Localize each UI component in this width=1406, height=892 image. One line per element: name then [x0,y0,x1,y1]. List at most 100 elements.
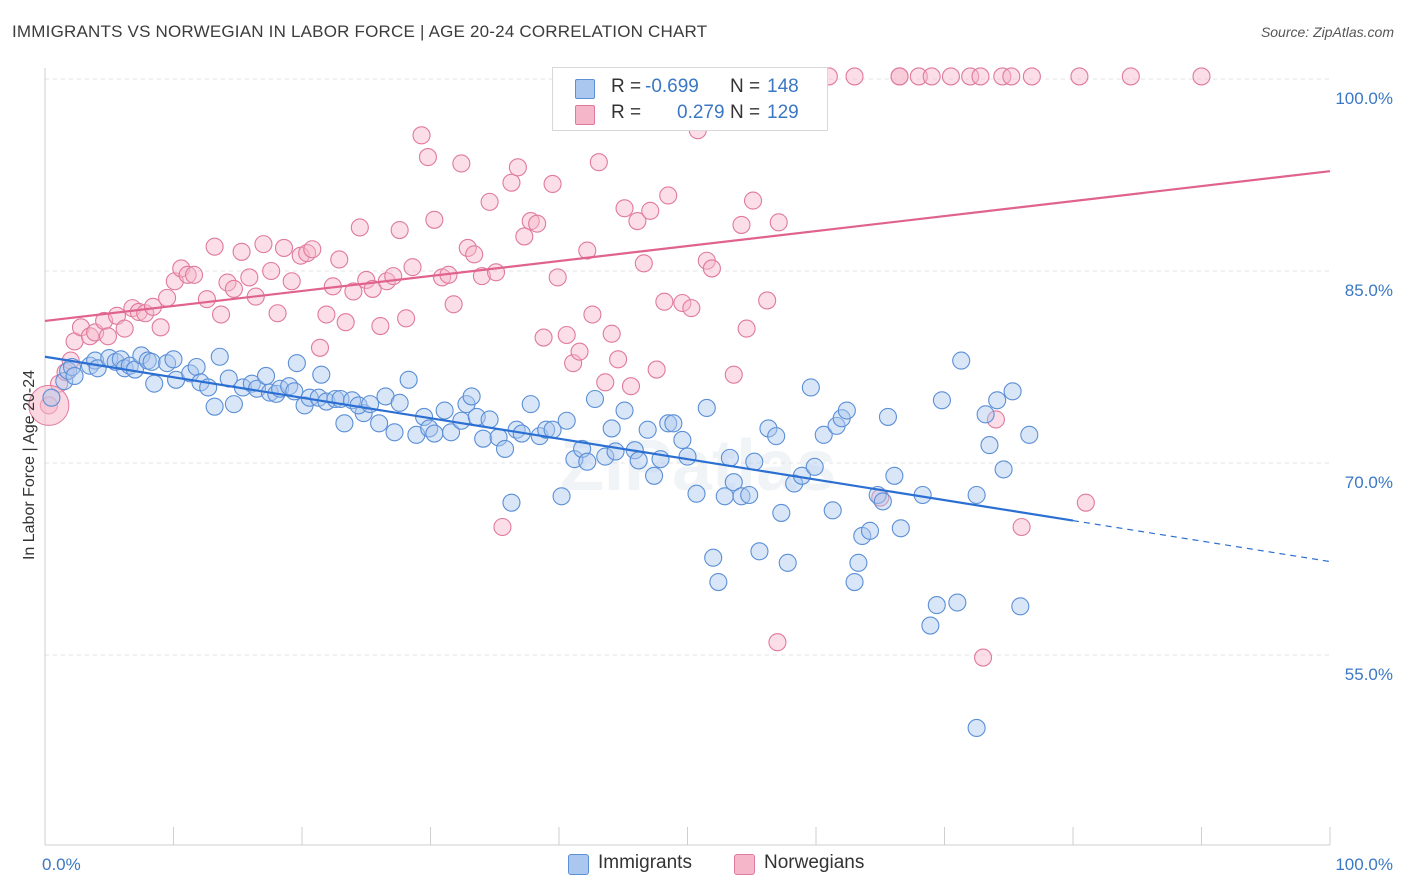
immigrants-point [187,357,206,377]
immigrants-point [732,487,751,506]
y-tick-label: 85.0% [1345,281,1393,300]
immigrants-point [335,414,354,433]
x-tick-labels: 0.0% 100.0% [42,855,1393,874]
immigrants-point [42,388,61,407]
norwegians-point [418,148,437,167]
immigrants-point [948,593,967,612]
immigrants-point [849,553,868,572]
legend-n-value: 148 [767,76,799,97]
legend-n-label: N = [730,102,761,123]
immigrants-point [921,616,940,635]
immigrants-point [1003,382,1022,401]
legend-label-norwegians: Norwegians [764,852,865,873]
norwegians-point [317,305,336,324]
immigrants-point [967,485,986,505]
norwegians-point [758,291,777,310]
chart-title: IMMIGRANTS VS NORWEGIAN IN LABOR FORCE |… [12,22,708,41]
immigrants-point [210,347,229,366]
norwegians-point [1012,517,1031,537]
immigrants-point [687,484,706,503]
norwegians-point [534,328,553,347]
immigrants-point [242,374,261,393]
immigrants-point [385,423,404,442]
immigrants-point [772,503,791,522]
norwegians-point [768,633,787,652]
immigrants-point [932,391,951,410]
norwegians-point [528,214,547,233]
norwegians-point [659,186,678,205]
immigrants-point [645,466,664,485]
y-tick-label: 70.0% [1345,473,1393,492]
immigrants-point [578,452,597,471]
norwegians-point [564,354,583,373]
immigrants-point [814,425,833,444]
legend-label-immigrants: Immigrants [598,852,692,873]
norwegians-point [508,158,527,177]
norwegians-point [548,268,567,287]
y-tick-label: 55.0% [1345,665,1393,684]
immigrants-point [390,393,409,412]
norwegians-point [589,153,608,172]
immigrants-point [474,429,493,448]
immigrants-point [745,452,764,471]
norwegians-point [961,67,980,86]
legend-r-label: R = [611,102,642,123]
immigrants-point [1020,425,1039,444]
norwegians-point [655,292,674,311]
norwegians-point [412,126,431,145]
norwegians-point [609,350,628,369]
norwegians-point [1121,67,1140,86]
norwegians-point [647,360,666,379]
immigrants-point [287,354,306,373]
legend-r-label: R = [611,76,642,97]
immigrants-point [980,436,999,455]
norwegians-point [98,327,118,346]
immigrants-point [495,439,515,458]
immigrants-trend-extension [1072,520,1331,563]
norwegians-point [151,318,170,337]
norwegians-point [922,67,941,86]
norwegians-point [274,238,294,258]
immigrants-point [976,405,995,424]
norwegians-point [205,237,224,256]
immigrants-point [967,718,986,738]
norwegians-point [158,288,177,307]
immigrants-point [142,352,161,371]
immigrants-point [952,351,971,370]
immigrants-point [256,366,276,386]
axes [44,68,1331,846]
norwegians-point [724,365,743,384]
immigrants-point [837,401,856,420]
immigrants-point [873,492,892,511]
immigrants-point [606,442,625,461]
trend-lines [44,170,1331,563]
norwegians-point [673,293,692,313]
norwegians-point [240,268,259,287]
norwegians-point [486,263,506,282]
legend-n-label: N = [730,76,761,97]
norwegians-point [185,265,204,284]
norwegians-point [493,517,512,537]
norwegians-point [596,373,615,392]
norwegians-point [583,305,602,324]
norwegians-point [390,220,409,240]
norwegians-point [303,240,322,259]
immigrants-point [442,423,461,442]
immigrants-point [452,411,471,430]
immigrants-point [659,414,678,433]
norwegians-point [986,410,1005,429]
norwegians-point [268,304,287,323]
norwegians-point [502,173,521,192]
immigrants-point [885,466,904,485]
immigrants-point [709,572,728,592]
norwegians-point [515,227,534,246]
immigrants-point [778,553,797,572]
norwegians-point [1192,67,1211,86]
immigrants-point [638,420,657,439]
immigrants-point [224,395,243,414]
norwegians-point [602,324,621,343]
immigrants-point [399,370,418,389]
immigrants-point [615,401,634,420]
immigrants-point [145,374,164,393]
